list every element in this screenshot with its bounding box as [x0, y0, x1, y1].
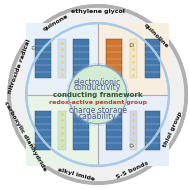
Bar — [106, 39, 122, 78]
Text: thiol group: thiol group — [163, 111, 184, 148]
Circle shape — [68, 65, 127, 124]
Bar — [35, 39, 51, 78]
Bar — [35, 111, 51, 150]
Bar — [26, 94, 98, 166]
Bar — [58, 39, 66, 78]
Bar — [98, 94, 169, 166]
Text: alkyl imide: alkyl imide — [57, 167, 95, 182]
Bar — [145, 111, 160, 150]
Text: charge storage: charge storage — [69, 106, 127, 115]
Circle shape — [26, 23, 169, 166]
Bar — [98, 23, 169, 94]
Bar — [130, 111, 137, 150]
Text: quinone: quinone — [43, 13, 70, 32]
Text: redox-active pendant group: redox-active pendant group — [49, 100, 147, 105]
Text: S-S bonds: S-S bonds — [116, 160, 150, 180]
Bar — [58, 111, 66, 150]
Text: conductivity: conductivity — [74, 83, 121, 92]
Circle shape — [9, 6, 186, 183]
Bar — [73, 39, 89, 78]
Text: nitroxide radical: nitroxide radical — [7, 38, 32, 94]
Text: quinoline: quinoline — [143, 22, 170, 49]
Bar — [145, 39, 160, 78]
Text: capability: capability — [79, 112, 116, 121]
Bar — [130, 39, 137, 78]
Bar — [106, 111, 122, 150]
Text: electro/ionic: electro/ionic — [74, 77, 121, 86]
Bar — [26, 23, 98, 94]
Text: ethylene glycol: ethylene glycol — [71, 9, 125, 14]
Text: conducting framework: conducting framework — [53, 92, 143, 98]
Bar — [73, 111, 89, 150]
Text: carboxylic dianhydride: carboxylic dianhydride — [3, 100, 48, 172]
